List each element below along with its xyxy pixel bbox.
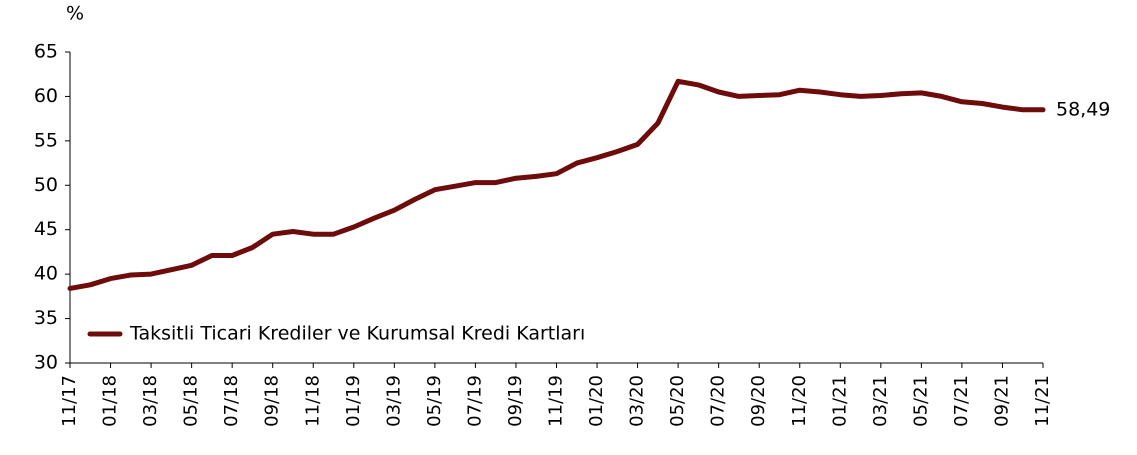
x-tick-label: 11/20 — [789, 375, 810, 427]
x-tick-label: 01/19 — [343, 375, 364, 427]
y-tick-label: 30 — [34, 352, 58, 374]
y-tick-label: 50 — [34, 174, 58, 196]
x-tick-label: 07/21 — [951, 375, 972, 427]
x-tick-label: 05/19 — [424, 375, 445, 427]
x-tick-label: 07/18 — [221, 375, 242, 427]
x-tick-label: 01/21 — [829, 375, 850, 427]
x-tick-label: 03/20 — [627, 375, 648, 427]
x-tick-label: 09/18 — [262, 375, 283, 427]
x-tick-label: 01/20 — [586, 375, 607, 427]
y-tick-label: 65 — [34, 41, 58, 63]
series-line — [67, 78, 1046, 291]
y-tick-label: 60 — [34, 85, 58, 107]
x-tick-label: 09/21 — [991, 375, 1012, 427]
y-axis-label: % — [66, 3, 84, 25]
y-tick-label: 45 — [34, 218, 58, 240]
x-tick-label: 03/21 — [870, 375, 891, 427]
x-tick-label: 11/17 — [59, 375, 80, 427]
x-tick-label: 11/19 — [546, 375, 567, 427]
x-tick-label: 11/18 — [302, 375, 323, 427]
y-tick-label: 55 — [34, 129, 58, 151]
x-tick-label: 11/21 — [1032, 375, 1053, 427]
x-tick-label: 03/18 — [140, 375, 161, 427]
y-tick-label: 35 — [34, 307, 58, 329]
x-tick-label: 09/19 — [505, 375, 526, 427]
value-label: 58,49 — [1056, 98, 1110, 120]
x-tick-label: 05/20 — [667, 375, 688, 427]
x-tick-label: 05/18 — [181, 375, 202, 427]
legend-label: Taksitli Ticari Krediler ve Kurumsal Kre… — [129, 323, 585, 345]
x-tick-label: 05/21 — [910, 375, 931, 427]
x-tick-label: 07/20 — [708, 375, 729, 427]
x-tick-label: 07/19 — [464, 375, 485, 427]
x-tick-label: 01/18 — [100, 375, 121, 427]
y-tick-label: 40 — [34, 263, 58, 285]
x-tick-label: 09/20 — [748, 375, 769, 427]
x-tick-label: 03/19 — [383, 375, 404, 427]
